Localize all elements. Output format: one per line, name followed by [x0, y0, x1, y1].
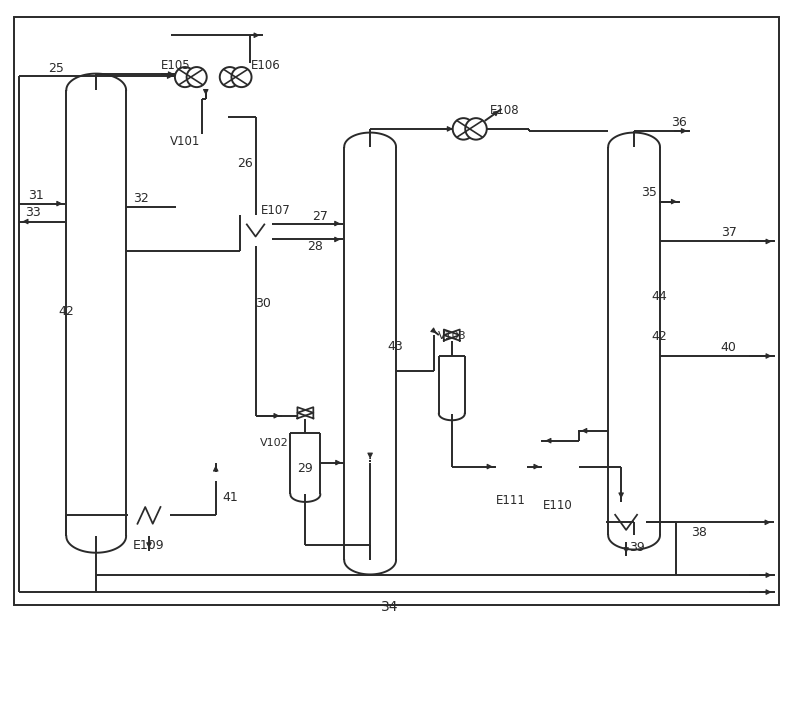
Text: 32: 32 — [133, 192, 149, 205]
Text: E108: E108 — [490, 105, 519, 117]
Text: 36: 36 — [671, 117, 686, 129]
Text: 37: 37 — [721, 226, 737, 239]
Text: 25: 25 — [49, 62, 64, 75]
Bar — [176, 99, 228, 134]
Text: 34: 34 — [382, 600, 398, 614]
Text: E105: E105 — [161, 58, 190, 72]
Text: 30: 30 — [254, 296, 270, 310]
Text: 33: 33 — [26, 206, 42, 219]
Text: E110: E110 — [542, 499, 572, 512]
Text: 44: 44 — [651, 289, 667, 303]
Text: E106: E106 — [250, 58, 281, 72]
Circle shape — [453, 118, 474, 139]
Bar — [171, 36, 238, 63]
Text: E111: E111 — [496, 494, 526, 507]
Text: 31: 31 — [29, 189, 44, 202]
Text: 26: 26 — [237, 157, 253, 170]
Circle shape — [231, 67, 251, 87]
Text: 41: 41 — [222, 491, 238, 504]
Text: 42: 42 — [58, 305, 74, 318]
Text: V102: V102 — [260, 438, 289, 448]
Circle shape — [220, 67, 240, 87]
Circle shape — [240, 215, 271, 247]
Text: 38: 38 — [691, 526, 706, 539]
Circle shape — [466, 118, 486, 139]
Text: 39: 39 — [629, 541, 645, 554]
Text: 27: 27 — [312, 210, 328, 223]
Text: V103: V103 — [438, 331, 466, 341]
Circle shape — [186, 67, 206, 87]
Text: 29: 29 — [298, 462, 314, 475]
Circle shape — [175, 67, 195, 87]
Text: 28: 28 — [307, 240, 323, 253]
Text: 40: 40 — [721, 341, 737, 353]
Text: E107: E107 — [261, 204, 290, 217]
Bar — [542, 441, 579, 496]
Circle shape — [128, 494, 170, 536]
Text: V101: V101 — [170, 135, 200, 149]
Bar — [14, 17, 778, 605]
Text: 35: 35 — [641, 186, 657, 199]
Text: 42: 42 — [651, 330, 667, 343]
Text: 43: 43 — [387, 340, 403, 353]
Bar — [494, 443, 526, 491]
Circle shape — [606, 503, 646, 542]
Text: E109: E109 — [133, 539, 165, 552]
Bar — [196, 471, 246, 506]
